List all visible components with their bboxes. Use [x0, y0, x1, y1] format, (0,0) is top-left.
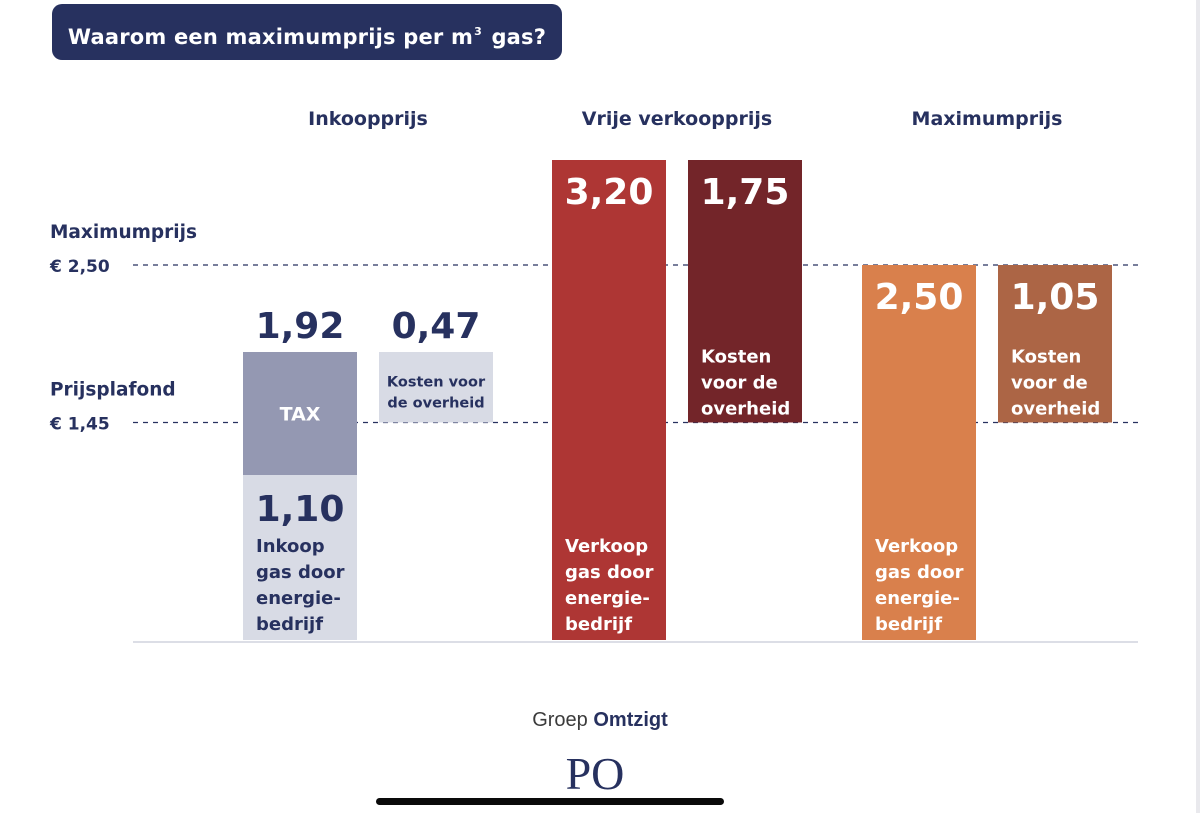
bar-segment-label: bedrijf	[875, 614, 942, 635]
bar-segment	[998, 265, 1112, 423]
bar-segment-label: TAX	[280, 404, 321, 426]
bar-segment-label: gas door	[565, 562, 654, 583]
po-logo-icon: PO	[566, 748, 625, 797]
segment-value-label: 1,10	[256, 489, 345, 530]
group-label: Inkoopprijs	[308, 108, 428, 130]
bar-segment-label: overheid	[1011, 399, 1100, 420]
bar-segment	[862, 265, 976, 640]
group-label: Maximumprijs	[912, 108, 1063, 130]
svg-text:PO: PO	[566, 748, 625, 797]
reference-value: € 1,45	[49, 415, 110, 435]
home-indicator[interactable]	[376, 798, 724, 805]
bar-segment-label: energie-	[875, 588, 960, 609]
bar-value-label: 1,92	[256, 306, 345, 347]
bar-segment	[243, 352, 357, 475]
bar-segment-label: Verkoop	[565, 536, 648, 557]
bar-segment-label: Kosten	[1011, 347, 1081, 368]
bar-segment-label: overheid	[701, 399, 790, 420]
bar-segment-label: energie-	[565, 588, 650, 609]
bar-segment-label: Verkoop	[875, 536, 958, 557]
bar-segment	[243, 475, 357, 640]
bar-segment-label: Kosten	[701, 347, 771, 368]
bar-segment-label: energie-	[256, 588, 341, 609]
bar-segment	[688, 160, 802, 423]
chart-title: Waarom een maximumprijs per m3 gas?	[52, 4, 562, 60]
bar-value-label: 2,50	[875, 277, 964, 318]
bar-value-label: 0,47	[392, 306, 481, 347]
reference-value: € 2,50	[49, 257, 110, 277]
bar-segment-label: gas door	[256, 562, 345, 583]
bar-segment-label: Inkoop	[256, 536, 325, 557]
bar-value-label: 3,20	[565, 172, 654, 213]
bar-segment-label: de overheid	[387, 395, 484, 411]
bar-segment-label: Kosten voor	[387, 374, 486, 390]
bar-segment	[552, 160, 666, 640]
footer-brand: Groep Omtzigt	[532, 709, 668, 731]
bar-segment-label: bedrijf	[565, 614, 632, 635]
bar-segment-label: voor de	[701, 373, 778, 394]
bar-value-label: 1,05	[1011, 277, 1100, 318]
bar-segment-label: bedrijf	[256, 614, 323, 635]
bar-segment-label: voor de	[1011, 373, 1088, 394]
bar-segment	[379, 352, 493, 423]
window-edge	[1196, 0, 1200, 813]
bar-value-label: 1,75	[701, 172, 790, 213]
reference-label: Prijsplafond	[50, 380, 176, 401]
reference-label: Maximumprijs	[50, 222, 197, 243]
group-label: Vrije verkoopprijs	[582, 108, 772, 130]
bar-segment-label: gas door	[875, 562, 964, 583]
